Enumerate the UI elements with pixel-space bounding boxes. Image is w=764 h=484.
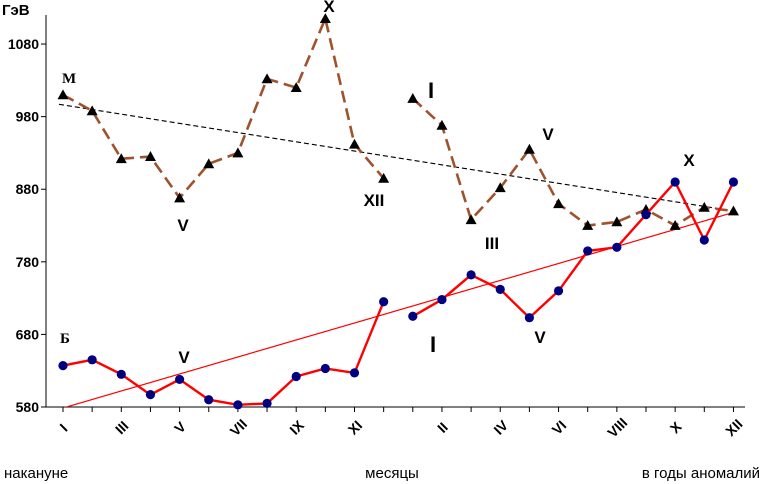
x-tick-label: I: [56, 420, 70, 434]
point-M-before: [261, 73, 273, 84]
point-M-anomaly: [465, 214, 477, 225]
y-tick-label: 580: [16, 399, 40, 415]
point-M-anomaly: [436, 119, 448, 130]
y-tick-label: 780: [16, 254, 40, 270]
point-B-anomaly: [553, 286, 564, 296]
group-label-left: накануне: [4, 465, 68, 482]
x-tick-label: X: [667, 418, 685, 436]
x-tick-label: II: [434, 419, 451, 436]
point-B-anomaly: [466, 270, 476, 280]
x-tick-label: V: [171, 418, 189, 436]
point-B-before: [145, 390, 156, 400]
annotation-label: I: [428, 78, 434, 103]
x-tick-label: VI: [549, 417, 570, 438]
series-group: [57, 13, 739, 410]
point-M-before: [290, 82, 302, 92]
point-M-anomaly: [698, 201, 710, 212]
y-tick-label: 680: [16, 326, 40, 342]
point-M-anomaly: [494, 182, 506, 193]
annotation-label: III: [485, 234, 499, 253]
annotation-label: X: [323, 0, 335, 16]
point-M-before: [57, 89, 69, 100]
point-B-anomaly: [699, 235, 709, 245]
point-B-before: [116, 369, 126, 379]
point-B-before: [320, 363, 330, 374]
point-M-before: [86, 105, 98, 116]
annotation-label: V: [542, 125, 554, 144]
point-M-before: [115, 153, 127, 164]
point-B-before: [379, 297, 389, 307]
point-M-anomaly: [407, 92, 419, 103]
point-B-anomaly: [583, 246, 593, 256]
point-B-before: [175, 374, 185, 385]
point-B-anomaly: [641, 210, 651, 220]
trend-line-m: [58, 103, 734, 212]
point-M-anomaly: [582, 220, 594, 230]
point-B-before: [204, 395, 214, 405]
annotation-label: X: [683, 151, 695, 170]
point-B-anomaly: [728, 177, 739, 187]
y-tick-label: 1080: [8, 36, 39, 52]
point-B-before: [233, 400, 243, 410]
annotation-label: XII: [364, 191, 385, 210]
series-line-M-anomaly: [411, 97, 734, 228]
series-line-B-before: [62, 301, 385, 407]
x-tick-label: IV: [490, 417, 511, 438]
point-B-before: [291, 371, 301, 382]
y-tick-label: 880: [16, 181, 40, 197]
y-tick-label: 980: [16, 109, 40, 125]
x-tick-label: IX: [286, 417, 307, 438]
x-tick-label: XII: [722, 416, 745, 439]
trend-lines: [58, 103, 734, 407]
annotation-label: V: [178, 348, 190, 367]
point-M-anomaly: [727, 205, 739, 216]
point-B-anomaly: [408, 311, 418, 321]
series-label-b: Б: [60, 331, 70, 347]
y-axis-label: ГэВ: [2, 2, 30, 19]
point-B-anomaly: [495, 284, 505, 294]
x-tick-label: VIII: [604, 414, 630, 440]
group-label-right: в годы аномалий: [642, 465, 760, 482]
x-tick-label: VII: [227, 416, 250, 439]
x-tick-label: III: [112, 418, 132, 438]
point-B-anomaly: [670, 177, 680, 187]
point-M-before: [349, 138, 360, 149]
point-M-before: [144, 151, 156, 161]
point-M-before: [378, 172, 390, 183]
annotation-label: I: [430, 332, 436, 357]
point-M-before: [232, 147, 244, 158]
annotation-label: V: [534, 328, 546, 347]
group-label-center: месяцы: [365, 465, 419, 482]
point-B-before: [349, 368, 360, 378]
point-B-anomaly: [524, 313, 535, 323]
series-line-M-before: [62, 14, 385, 201]
series-label-m: М: [62, 71, 76, 87]
point-M-anomaly: [669, 220, 681, 230]
point-B-before: [262, 398, 272, 408]
trend-line-b: [64, 211, 734, 407]
point-M-anomaly: [611, 216, 623, 227]
point-M-before: [319, 13, 331, 24]
point-B-before: [58, 361, 68, 371]
point-M-anomaly: [553, 198, 565, 209]
point-B-anomaly: [437, 294, 447, 305]
annotation-label: V: [177, 216, 189, 235]
point-M-anomaly: [523, 143, 535, 154]
point-M-before: [203, 158, 215, 169]
x-tick-label: XI: [345, 417, 366, 438]
point-M-before: [174, 192, 186, 203]
point-B-anomaly: [612, 242, 622, 252]
series-line-B-anomaly: [412, 179, 735, 320]
point-B-before: [87, 355, 97, 365]
